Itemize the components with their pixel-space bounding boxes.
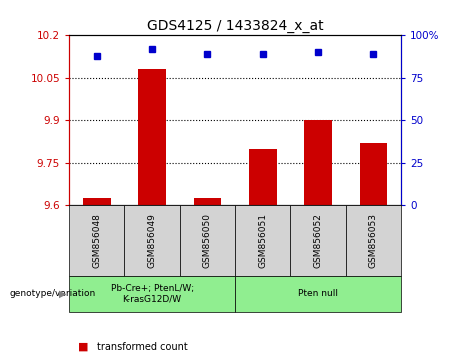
Bar: [194, 198, 221, 205]
Bar: [138, 69, 166, 205]
Text: Pten null: Pten null: [298, 289, 338, 298]
Text: ▶: ▶: [59, 289, 67, 299]
Bar: [249, 149, 277, 205]
Text: genotype/variation: genotype/variation: [9, 289, 95, 298]
Text: GSM856050: GSM856050: [203, 213, 212, 268]
Text: GSM856051: GSM856051: [258, 213, 267, 268]
Bar: [360, 143, 387, 205]
Text: GSM856048: GSM856048: [92, 213, 101, 268]
Text: Pb-Cre+; PtenL/W;
K-rasG12D/W: Pb-Cre+; PtenL/W; K-rasG12D/W: [111, 284, 194, 303]
Bar: [304, 120, 332, 205]
Text: GSM856049: GSM856049: [148, 213, 157, 268]
Text: transformed count: transformed count: [97, 342, 188, 352]
Text: ■: ■: [78, 342, 89, 352]
Title: GDS4125 / 1433824_x_at: GDS4125 / 1433824_x_at: [147, 19, 324, 33]
Text: GSM856052: GSM856052: [313, 213, 323, 268]
Bar: [83, 198, 111, 205]
Text: GSM856053: GSM856053: [369, 213, 378, 268]
